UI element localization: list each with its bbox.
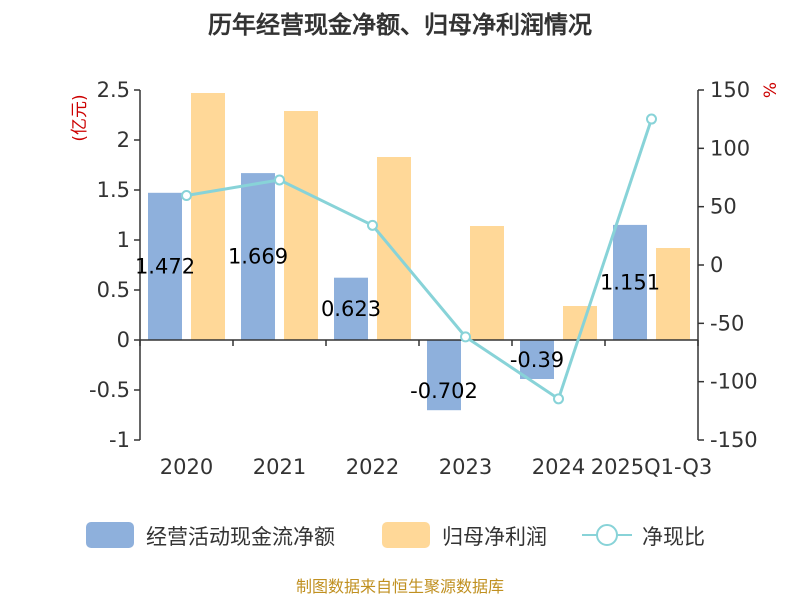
bar-cashflow: [613, 224, 647, 340]
ratio-point: [460, 331, 471, 343]
legend-swatch-profit: [382, 522, 430, 548]
y-left-tick-label: 2.5: [97, 78, 130, 102]
footer-source: 制图数据来自恒生聚源数据库: [296, 577, 504, 596]
y-left-tick-label: 0: [117, 328, 130, 352]
bar-cashflow: [427, 340, 461, 411]
data-label-cashflow: 1.151: [600, 270, 660, 294]
legend: 经营活动现金流净额 归母净利润 净现比: [86, 522, 705, 549]
y-right-tick-label: -100: [710, 370, 758, 394]
x-tick-label: 2020: [160, 455, 213, 479]
axes: [134, 89, 704, 441]
bar-cashflow: [148, 192, 182, 340]
bar-cashflow: [520, 340, 554, 379]
x-tick-label: 2023: [439, 455, 492, 479]
x-tick-labels: 2020 2021 2022 2023 2024 2025Q1-Q3: [160, 455, 713, 479]
data-labels: 1.472 1.669 0.623 -0.702 -0.39 1.151: [135, 245, 660, 404]
bars: [148, 93, 690, 411]
ratio-point: [274, 174, 285, 186]
ratio-line: [181, 113, 657, 405]
y-right-tick-label: -150: [710, 428, 758, 452]
data-label-cashflow: -0.702: [410, 379, 478, 403]
data-label-cashflow: -0.39: [510, 348, 564, 372]
bar-cashflow: [334, 277, 368, 340]
ratio-point: [367, 219, 378, 231]
bar-profit: [191, 93, 225, 340]
legend-label-ratio: 净现比: [642, 525, 705, 549]
y-right-tick-label: 50: [710, 195, 737, 219]
y-left-tick-labels: 2.5 2 1.5 1 0.5 0 -0.5 -1: [89, 78, 130, 452]
y-left-tick-label: 1.5: [97, 178, 130, 202]
chart-title: 历年经营现金净额、归母净利润情况: [208, 11, 592, 39]
bar-profit: [284, 111, 318, 340]
ratio-point: [553, 393, 564, 405]
y-right-tick-label: 0: [710, 253, 723, 277]
bar-cashflow: [241, 173, 275, 340]
x-tick-label: 2024: [532, 455, 585, 479]
y-left-tick-label: 2: [117, 128, 130, 152]
x-tick-label: 2025Q1-Q3: [591, 455, 713, 479]
y-right-tick-label: 100: [710, 136, 750, 160]
y-left-tick-label: -1: [109, 428, 130, 452]
y-left-tick-label: 1: [117, 228, 130, 252]
legend-label-cashflow: 经营活动现金流净额: [146, 525, 335, 549]
data-label-cashflow: 1.669: [228, 245, 288, 269]
y-left-tick-label: -0.5: [89, 378, 130, 402]
y-left-tick-label: 0.5: [97, 278, 130, 302]
bar-profit: [656, 248, 690, 340]
ratio-point: [646, 113, 657, 125]
y-right-tick-label: -50: [710, 311, 744, 335]
y-right-tick-labels: 150 100 50 0 -50 -100 -150: [710, 78, 758, 452]
data-label-cashflow: 1.472: [135, 254, 195, 278]
legend-label-profit: 归母净利润: [442, 525, 547, 549]
legend-marker-ratio: [596, 524, 618, 546]
ratio-line-path: [186, 118, 653, 402]
legend-swatch-cashflow: [86, 522, 134, 548]
y-right-unit: %: [761, 82, 781, 98]
x-tick-label: 2021: [253, 455, 306, 479]
y-right-tick-label: 150: [710, 78, 750, 102]
bar-profit: [470, 226, 504, 340]
ratio-point: [181, 189, 192, 201]
x-tick-label: 2022: [346, 455, 399, 479]
y-left-unit: (亿元): [70, 94, 90, 141]
data-label-cashflow: 0.623: [321, 297, 381, 321]
bar-profit: [377, 157, 411, 340]
